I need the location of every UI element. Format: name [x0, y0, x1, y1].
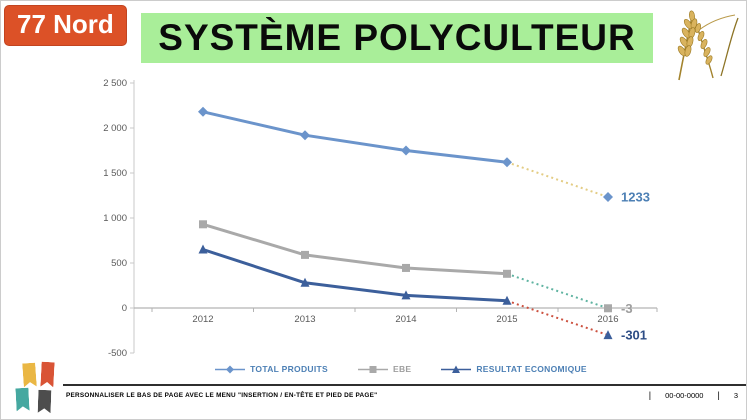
logo-shape-red [40, 362, 54, 388]
footer-meta: | 00-00-0000 | 3 [649, 390, 738, 400]
legend-label: TOTAL PRODUITS [250, 364, 328, 374]
svg-text:2 500: 2 500 [103, 78, 127, 89]
svg-text:0: 0 [122, 303, 127, 314]
page-number: 3 [733, 390, 738, 400]
svg-text:1 000: 1 000 [103, 213, 127, 224]
svg-text:2015: 2015 [496, 314, 517, 325]
svg-text:1233: 1233 [621, 190, 650, 205]
footer-date: 00-00-0000 [665, 390, 704, 400]
legend-item-ebe: EBE [357, 364, 412, 374]
legend-label: RESULTAT ECONOMIQUE [476, 364, 587, 374]
legend-item-total-produits: TOTAL PRODUITS [215, 364, 328, 374]
footer-placeholder-text: PERSONNALISER LE BAS DE PAGE AVEC LE MEN… [66, 392, 378, 399]
footer-divider [63, 384, 746, 386]
slide-title: SYSTÈME POLYCULTEUR [158, 17, 636, 58]
svg-text:2013: 2013 [294, 314, 315, 325]
wheat-icon [677, 10, 739, 81]
svg-text:500: 500 [111, 258, 127, 269]
svg-text:-301: -301 [621, 328, 647, 343]
svg-text:-3: -3 [621, 301, 633, 316]
resultat-economique-legend-marker-icon [441, 365, 472, 373]
company-logo [9, 359, 65, 417]
svg-text:2 000: 2 000 [103, 123, 127, 134]
total-produits-legend-marker-icon [215, 365, 246, 373]
svg-text:-500: -500 [108, 348, 127, 359]
logo-shape-gray [38, 390, 52, 413]
chart-legend: TOTAL PRODUITS EBE RESULTAT ECONOMIQUE [101, 364, 701, 374]
logo-shape-yellow [22, 363, 37, 388]
svg-text:2016: 2016 [597, 314, 618, 325]
svg-text:2014: 2014 [395, 314, 416, 325]
footer-separator: | [648, 390, 652, 400]
svg-text:2012: 2012 [192, 314, 213, 325]
ebe-legend-marker-icon [357, 365, 388, 373]
title-banner: SYSTÈME POLYCULTEUR [141, 13, 653, 63]
legend-item-resultat-economique: RESULTAT ECONOMIQUE [441, 364, 587, 374]
region-badge: 77 Nord [4, 5, 127, 46]
logo-shape-teal [15, 388, 29, 412]
footer-separator: | [717, 390, 720, 400]
svg-text:1 500: 1 500 [103, 168, 127, 179]
line-chart: 2 500 2 000 1 500 1 000 500 0 -500 2012 2013 2014… [103, 78, 658, 359]
legend-label: EBE [392, 364, 412, 374]
